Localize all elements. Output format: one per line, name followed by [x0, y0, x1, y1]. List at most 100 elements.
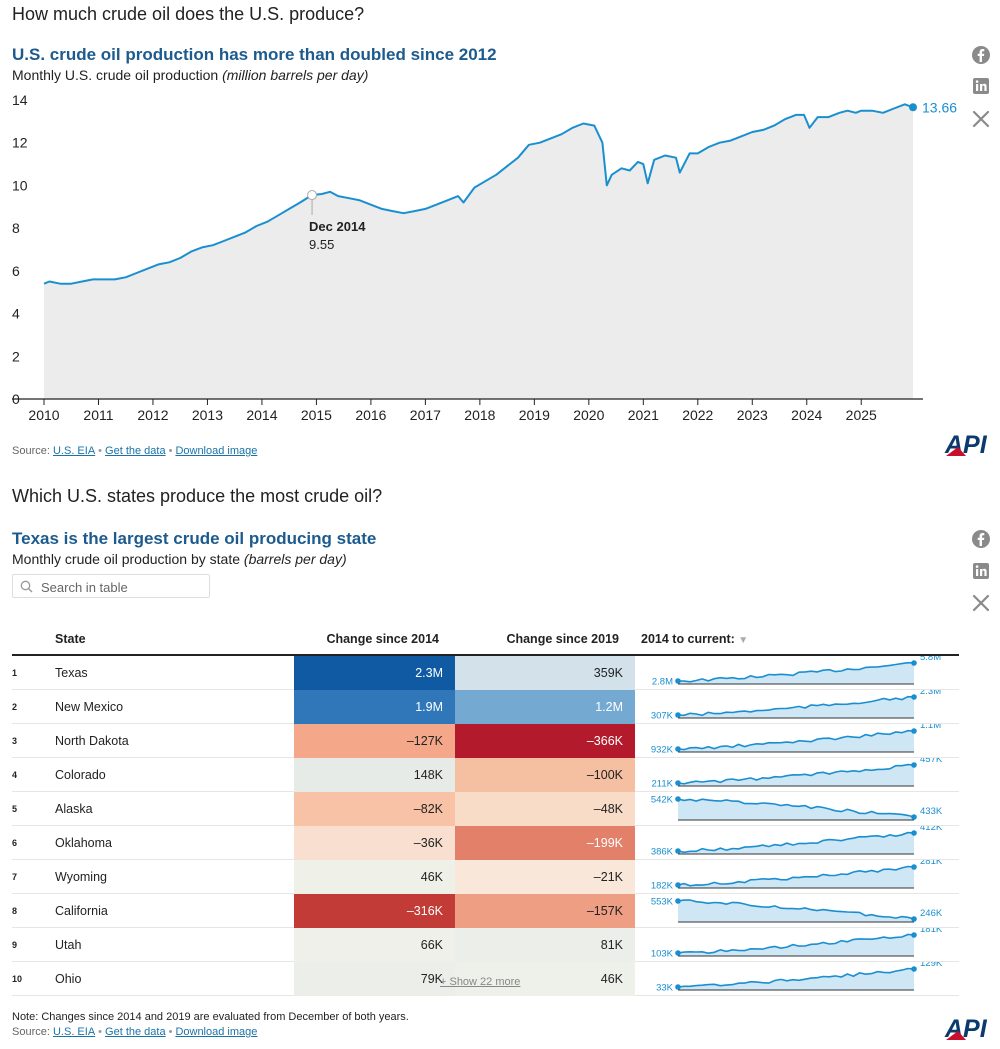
linkedin-share-button[interactable] — [970, 560, 992, 582]
table-header-row: State Change since 2014 Change since 201… — [12, 624, 959, 656]
table-subtitle-units: (barrels per day) — [243, 551, 347, 567]
x-tick-label: 2019 — [519, 407, 550, 423]
sparkline-chart: 553K 246K — [651, 897, 943, 923]
table-row: 4 Colorado 148K –100K 211K 457K — [12, 754, 959, 792]
endpoint-label: 13.66 — [922, 99, 957, 115]
source-label: Source: — [12, 445, 50, 457]
x-tick-label: 2014 — [246, 407, 277, 423]
change-2014-header[interactable]: Change since 2014 — [294, 624, 455, 656]
annotation-marker — [307, 190, 318, 201]
sparkline-line — [677, 695, 915, 717]
x-share-button[interactable] — [970, 592, 992, 614]
sparkline-chart: 932K 1.1M — [651, 720, 941, 756]
sparkline-start-label: 211K — [652, 779, 674, 789]
rank-cell: 3 — [12, 723, 55, 758]
table-row: 9 Utah 66K 81K 103K 181K — [12, 924, 959, 962]
sparkline-start-label: 2.8M — [652, 677, 673, 687]
source-label: Source: — [12, 1026, 50, 1038]
sparkline-chart: 211K 457K — [652, 754, 943, 790]
change-2019-header[interactable]: Change since 2019 — [455, 624, 635, 656]
sparkline-chart: 542K 433K — [651, 795, 943, 821]
sparkline-end-label: 246K — [920, 908, 943, 919]
sparkline-area — [678, 900, 914, 922]
rank-cell: 6 — [12, 825, 55, 860]
linkedin-share-button[interactable] — [970, 75, 992, 97]
state-cell: Wyoming — [55, 859, 294, 894]
section1-question: How much crude oil does the U.S. produce… — [12, 4, 365, 24]
sparkline-chart: 386K 412K — [651, 822, 943, 858]
get-data-link[interactable]: Get the data — [105, 1026, 166, 1038]
sparkline-start-dot — [675, 712, 681, 718]
table-title: Texas is the largest crude oil producing… — [12, 529, 377, 548]
state-cell: Ohio — [55, 961, 294, 996]
sort-down-icon[interactable]: ▼ — [738, 635, 749, 646]
sparkline-line — [677, 899, 915, 920]
sparkline-start-label: 542K — [651, 795, 674, 806]
rank-cell: 2 — [12, 689, 55, 724]
state-cell: New Mexico — [55, 689, 294, 724]
facebook-icon — [972, 46, 990, 64]
show-more-button[interactable]: + Show 22 more — [440, 976, 521, 988]
facebook-share-button[interactable] — [970, 44, 992, 66]
search-input[interactable] — [39, 577, 208, 597]
sparkline-header[interactable]: 2014 to current: ▼ — [635, 624, 959, 656]
sparkline-start-label: 182K — [651, 881, 674, 891]
section2-question: Which U.S. states produce the most crude… — [12, 486, 383, 506]
sparkline-start-label: 103K — [651, 949, 674, 959]
sparkline-end-label: 457K — [920, 758, 943, 765]
sparkline-chart: 2.8M 5.8M — [652, 652, 941, 688]
x-tick-label: 2020 — [573, 407, 604, 423]
table-row: 10 Ohio 79K 46K 33K 129K — [12, 958, 959, 996]
sparkline-start-label: 932K — [651, 745, 674, 755]
table-subtitle-text: Monthly crude oil production by state — [12, 551, 244, 567]
chart-source: Source: U.S. EIA • Get the data • Download i… — [12, 445, 257, 457]
table-search[interactable] — [12, 574, 210, 598]
sparkline-end-label: 433K — [920, 806, 943, 817]
sparkline-end-label: 129K — [920, 962, 943, 969]
y-tick-label: 4 — [12, 306, 20, 322]
sparkline-start-dot — [675, 848, 681, 854]
x-tick-label: 2022 — [682, 407, 713, 423]
endpoint-marker — [909, 103, 917, 112]
sparkline-line — [677, 763, 915, 785]
production-line — [43, 103, 914, 285]
source-link-eia[interactable]: U.S. EIA — [52, 445, 96, 457]
sparkline-line — [677, 661, 915, 683]
get-data-link[interactable]: Get the data — [105, 445, 166, 457]
change-2019-cell: 1.2M — [455, 689, 635, 724]
download-image-link[interactable]: Download image — [175, 445, 258, 457]
sparkline-start-label: 307K — [651, 711, 674, 721]
state-header[interactable]: State — [55, 624, 294, 656]
table-row: 6 Oklahoma –36K –199K 386K 412K — [12, 822, 959, 860]
change-2019-cell: –157K — [455, 893, 635, 928]
annotation-label: Dec 2014 — [309, 219, 366, 234]
rank-cell: 4 — [12, 757, 55, 792]
source-link-eia[interactable]: U.S. EIA — [52, 1026, 96, 1038]
sparkline-chart: 307K 2.3M — [651, 686, 941, 722]
chart-title: U.S. crude oil production has more than … — [12, 45, 497, 64]
x-share-button[interactable] — [970, 108, 992, 130]
change-2019-cell: 46K — [455, 961, 635, 996]
x-tick-label: 2012 — [137, 407, 168, 423]
sparkline-line — [677, 865, 915, 887]
separator-dot: • — [168, 1026, 173, 1038]
y-tick-label: 2 — [12, 348, 20, 364]
sparkline-start-label: 33K — [656, 983, 674, 993]
sparkline-end-label: 181K — [920, 928, 943, 935]
sparkline-start-dot — [675, 950, 681, 956]
change-2014-cell: 66K — [294, 927, 455, 962]
change-2019-cell: –366K — [455, 723, 635, 758]
annotation-value: 9.55 — [309, 237, 334, 252]
api-logo-icon: API — [944, 431, 988, 459]
sparkline-end-label: 1.1M — [920, 724, 941, 731]
separator-dot: • — [168, 445, 173, 457]
api-logo-icon: API — [944, 1015, 988, 1043]
state-cell: Oklahoma — [55, 825, 294, 860]
state-cell: Colorado — [55, 757, 294, 792]
download-image-link[interactable]: Download image — [175, 1026, 258, 1038]
sparkline-cell: 553K 246K — [635, 893, 959, 928]
state-cell: North Dakota — [55, 723, 294, 758]
facebook-share-button[interactable] — [970, 528, 992, 550]
sparkline-start-label: 553K — [651, 897, 674, 908]
